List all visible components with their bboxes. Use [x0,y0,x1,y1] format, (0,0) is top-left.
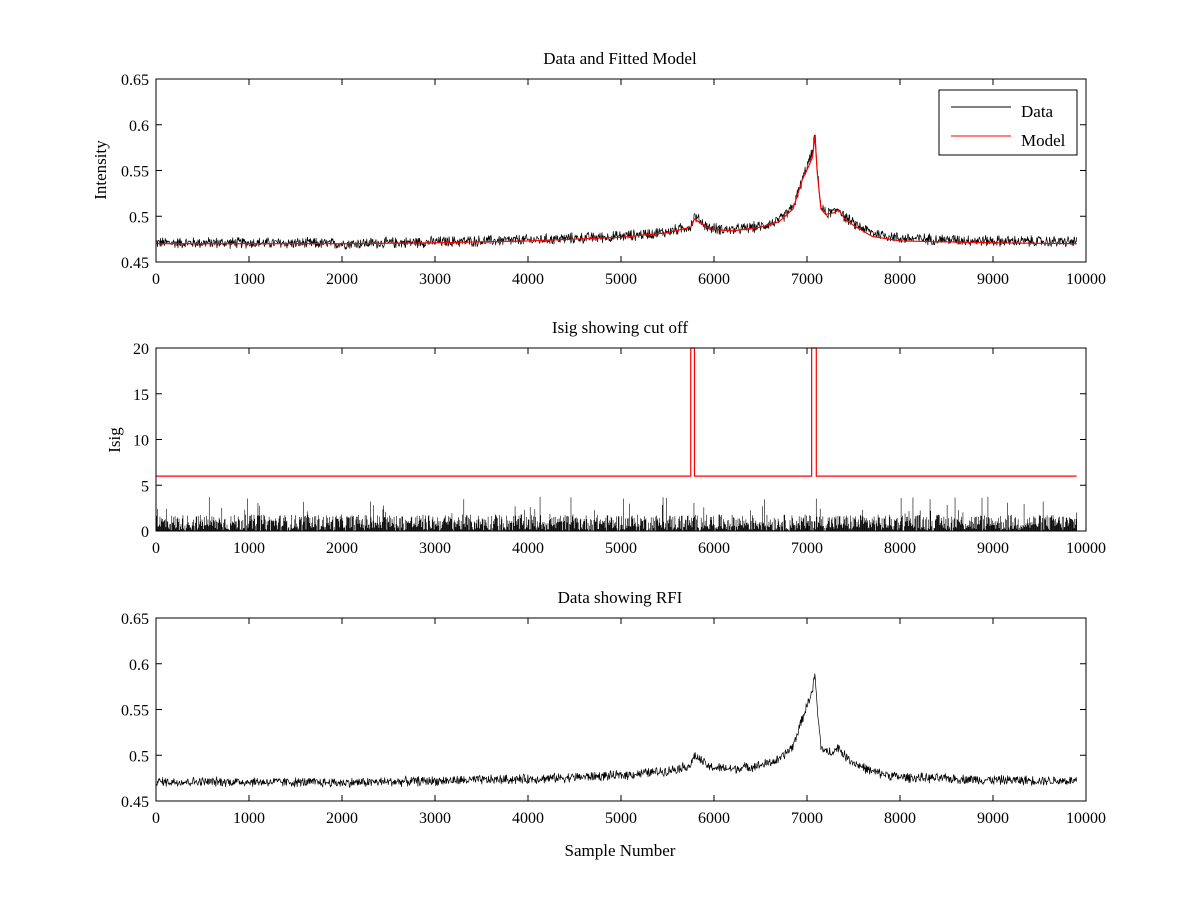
x-tick-label: 4000 [512,271,544,288]
y-tick-label: 0.55 [121,164,149,181]
series-line [155,673,1078,788]
x-tick-label: 7000 [791,540,823,557]
axes-box [155,78,1087,263]
axes-box [155,347,1087,532]
x-tick-label: 5000 [605,271,637,288]
y-tick-label: 0.5 [129,209,149,226]
y-tick-label: 0.6 [129,118,149,135]
x-tick-label: 5000 [605,540,637,557]
x-tick-label: 0 [152,540,160,557]
x-tick-label: 2000 [326,271,358,288]
x-tick-label: 8000 [884,810,916,827]
ticks: 0 1000 2000 3000 4000 5000 6000 7000 8000 9000 100… [121,72,1106,288]
series-model-line [156,135,1077,245]
y-tick-label: 10 [133,433,149,450]
x-axis-label: Sample Number [565,841,676,860]
axes-box [155,617,1087,802]
x-tick-label: 1000 [233,540,265,557]
x-tick-label: 10000 [1066,271,1106,288]
legend-box [938,89,1078,156]
x-tick-label: 10000 [1066,540,1106,557]
y-tick-label: 0.65 [121,72,149,89]
y-tick-label: 0.55 [121,703,149,720]
series-data-line [155,134,1078,250]
x-tick-label: 4000 [512,540,544,557]
panel-data-and-fitted-model: Data and Fitted Model Intensity 0 1000 200… [91,49,1106,288]
chart-title: Isig showing cut off [552,318,688,337]
x-tick-label: 0 [152,810,160,827]
y-tick-label: 20 [133,341,149,358]
x-tick-label: 0 [152,271,160,288]
x-tick-label: 7000 [791,810,823,827]
ticks: 0 1000 2000 3000 4000 5000 6000 7000 8000 9000 100… [121,611,1106,827]
ticks: 0 1000 2000 3000 4000 5000 6000 7000 8000 9000 100… [133,341,1106,557]
x-tick-label: 10000 [1066,810,1106,827]
chart-title: Data showing RFI [558,588,683,607]
x-tick-label: 5000 [605,810,637,827]
plot-lines [155,134,1078,250]
x-tick-label: 3000 [419,810,451,827]
y-tick-label: 0.45 [121,255,149,272]
x-tick-label: 6000 [698,810,730,827]
panel-data-showing-rfi: Data showing RFI Sample Number 0 1000 2000… [121,588,1106,860]
x-tick-label: 2000 [326,810,358,827]
x-tick-label: 3000 [419,271,451,288]
x-tick-label: 7000 [791,271,823,288]
plot-lines [155,347,1077,531]
x-tick-label: 6000 [698,540,730,557]
y-tick-label: 5 [141,478,149,495]
x-tick-label: 9000 [977,540,1009,557]
y-tick-label: 15 [133,387,149,404]
x-tick-label: 1000 [233,271,265,288]
y-tick-label: 0 [141,524,149,541]
legend-label-data: Data [1021,102,1054,121]
x-tick-label: 8000 [884,271,916,288]
x-tick-label: 9000 [977,810,1009,827]
x-tick-label: 9000 [977,271,1009,288]
x-tick-label: 3000 [419,540,451,557]
chart-title: Data and Fitted Model [543,49,697,68]
plot-lines [155,673,1078,788]
x-tick-label: 6000 [698,271,730,288]
x-tick-label: 1000 [233,810,265,827]
x-tick-label: 4000 [512,810,544,827]
y-tick-label: 0.6 [129,657,149,674]
legend: Data Model [938,89,1078,156]
y-tick-label: 0.45 [121,794,149,811]
panel-isig-showing-cut-off: Isig showing cut off Isig 0 1000 2000 3000 4… [105,318,1106,557]
y-axis-label: Isig [105,427,124,453]
y-tick-label: 0.65 [121,611,149,628]
y-tick-label: 0.5 [129,748,149,765]
y-axis-label: Intensity [91,140,110,200]
x-tick-label: 8000 [884,540,916,557]
threshold-line [156,347,1077,477]
legend-label-model: Model [1021,131,1066,150]
x-tick-label: 2000 [326,540,358,557]
